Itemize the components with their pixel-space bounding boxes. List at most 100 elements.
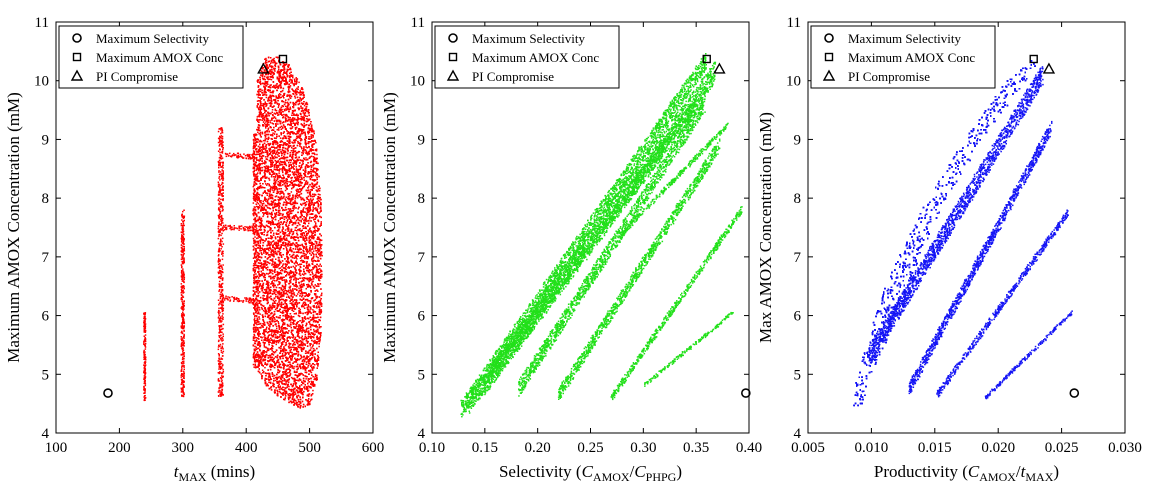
scatter-point	[278, 240, 281, 243]
scatter-point	[252, 166, 255, 168]
scatter-point	[274, 109, 276, 111]
scatter-point	[181, 323, 184, 325]
scatter-point	[183, 276, 186, 279]
scatter-point	[181, 315, 183, 318]
scatter-point	[144, 313, 146, 315]
scatter-point	[318, 345, 320, 348]
scatter-point	[144, 339, 146, 341]
scatter-point	[220, 337, 222, 340]
scatter-point	[182, 224, 185, 226]
scatter-point	[274, 305, 276, 307]
scatter-point	[180, 250, 183, 253]
scatter-point	[257, 131, 259, 133]
scatter-point	[267, 167, 269, 170]
scatter-point	[223, 226, 226, 228]
scatter-point	[252, 156, 255, 158]
scatter-point	[222, 335, 224, 338]
scatter-point	[257, 237, 259, 239]
scatter-point	[277, 123, 279, 125]
scatter-point	[221, 221, 223, 223]
scatter-point	[268, 133, 270, 136]
scatter-point	[254, 175, 256, 177]
scatter-point	[182, 230, 185, 233]
scatter-point	[180, 231, 183, 233]
scatter-point	[247, 226, 250, 228]
scatter-point	[304, 343, 306, 345]
scatter-point	[285, 164, 288, 167]
scatter-point	[268, 314, 271, 317]
scatter-point	[255, 134, 258, 136]
scatter-point	[183, 337, 185, 339]
scatter-point	[292, 389, 295, 392]
scatter-point	[220, 301, 223, 303]
scatter-point	[305, 294, 307, 297]
scatter-cluster-4	[221, 224, 255, 232]
scatter-point	[314, 221, 316, 223]
scatter-point	[236, 300, 239, 302]
scatter-cluster-8	[256, 56, 323, 409]
scatter-point	[180, 327, 183, 329]
scatter-point	[255, 297, 257, 300]
scatter-point	[249, 297, 251, 300]
scatter-point	[229, 224, 231, 227]
scatter-point	[280, 91, 282, 93]
scatter-point	[143, 324, 146, 326]
scatter-point	[254, 275, 256, 278]
scatter-point	[221, 345, 223, 348]
scatter-point	[265, 165, 268, 167]
scatter-point	[222, 218, 224, 220]
scatter-point	[269, 224, 272, 226]
scatter-point	[255, 304, 257, 306]
scatter-point	[282, 373, 285, 375]
scatter-point	[242, 301, 244, 303]
scatter-point	[253, 324, 255, 326]
scatter-point	[218, 280, 221, 283]
scatter-point	[289, 232, 291, 235]
scatter-point	[180, 374, 182, 376]
scatter-point	[283, 373, 286, 375]
scatter-point	[245, 300, 247, 302]
scatter-point	[267, 285, 269, 288]
scatter-point	[295, 384, 297, 386]
scatter-point	[144, 348, 147, 350]
scatter-point	[252, 249, 255, 251]
scatter-point	[271, 189, 274, 191]
scatter-point	[217, 311, 220, 313]
scatter-point	[254, 213, 257, 215]
scatter-point	[233, 227, 236, 229]
scatter-point	[222, 333, 224, 335]
scatter-point	[221, 161, 224, 164]
scatter-point	[225, 226, 228, 229]
scatter-point	[255, 260, 257, 263]
scatter-point	[253, 242, 255, 245]
scatter-point	[252, 232, 254, 235]
scatter-point	[303, 207, 305, 209]
scatter-point	[218, 250, 221, 252]
scatter-point	[254, 302, 257, 305]
scatter-point	[222, 370, 225, 373]
scatter-point	[218, 366, 221, 368]
scatter-point	[316, 153, 318, 156]
scatter-point	[220, 361, 222, 363]
scatter-point	[220, 394, 222, 397]
scatter-point	[253, 247, 255, 249]
scatter-point	[181, 375, 184, 377]
scatter-point	[143, 386, 145, 388]
scatter-point	[219, 208, 221, 211]
scatter-point	[294, 97, 297, 99]
scatter-point	[294, 128, 297, 130]
scatter-point	[217, 181, 220, 183]
scatter-point	[182, 289, 184, 292]
scatter-point	[237, 298, 240, 300]
scatter-point	[221, 143, 223, 145]
scatter-point	[144, 353, 146, 356]
scatter-point	[306, 207, 309, 209]
scatter-point	[262, 186, 265, 189]
scatter-point	[256, 243, 258, 246]
scatter-point	[283, 108, 286, 111]
scatter-point	[143, 320, 145, 323]
scatter-point	[268, 179, 271, 181]
scatter-point	[219, 164, 222, 167]
scatter-point	[180, 307, 182, 309]
scatter-point	[298, 327, 300, 329]
